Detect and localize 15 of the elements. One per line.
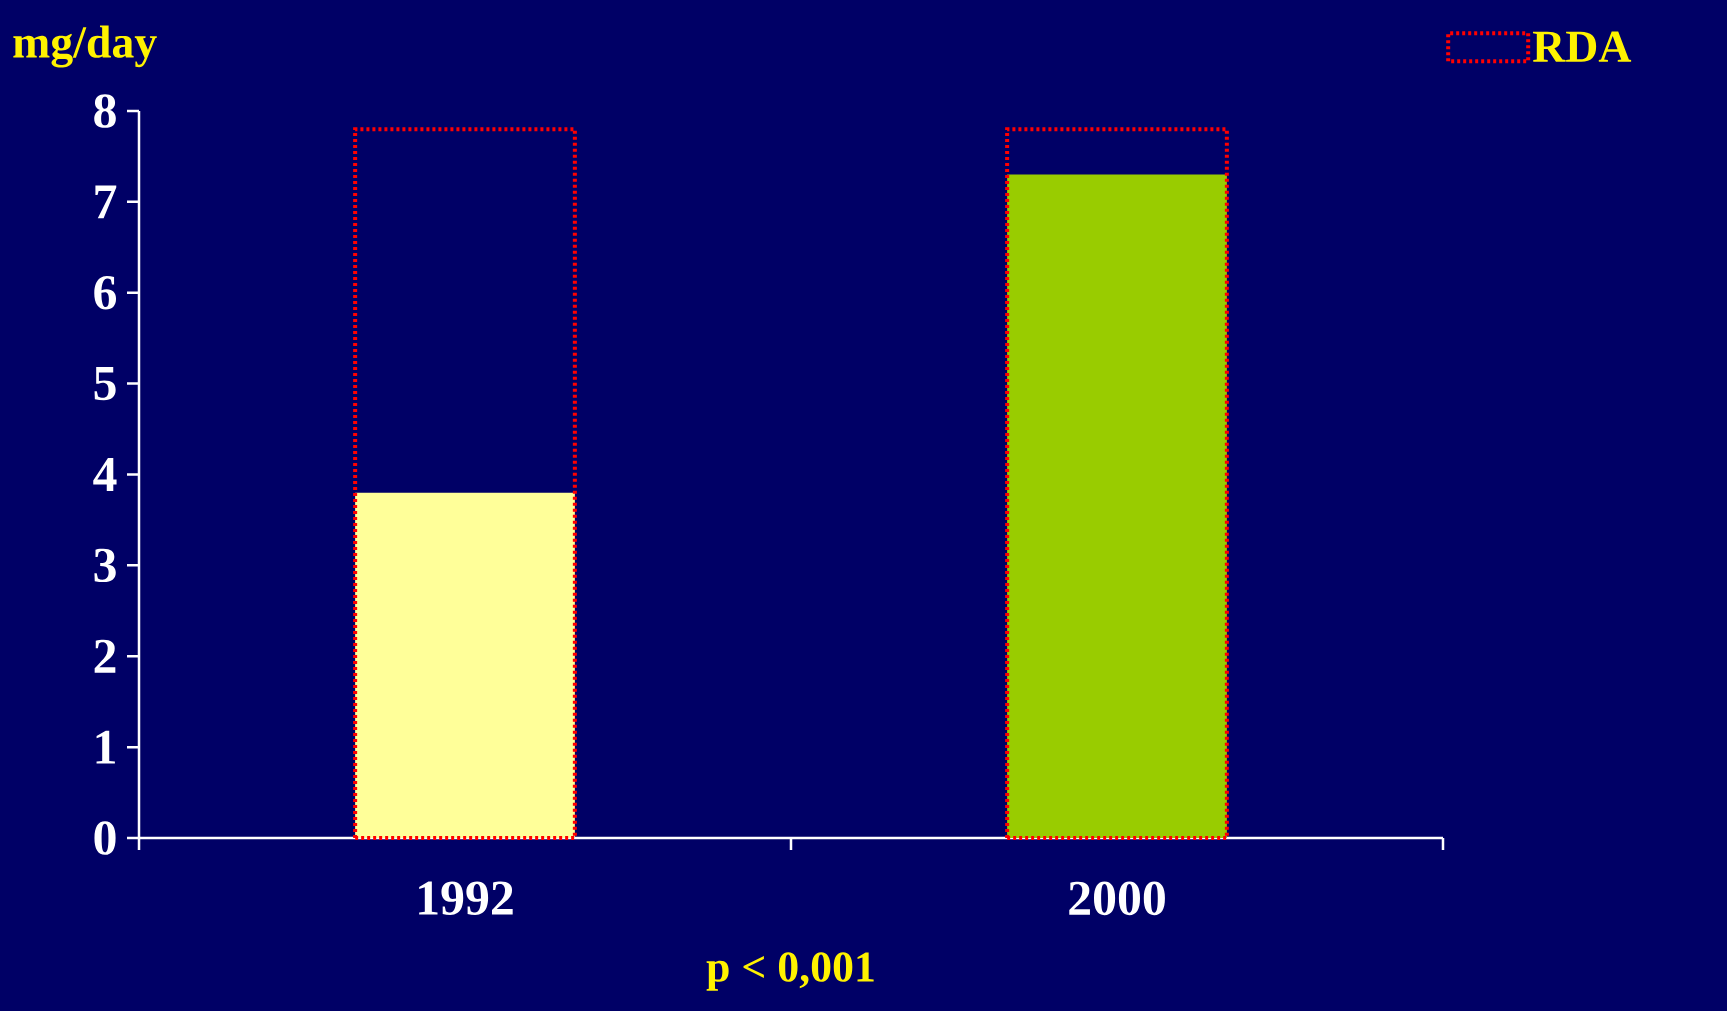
y-tick-label: 7 bbox=[95, 185, 117, 219]
y-tick-label: 5 bbox=[94, 367, 116, 401]
y-tick-label: 6 bbox=[94, 276, 117, 310]
legend-label: RDA bbox=[1532, 31, 1632, 62]
text: p < 0,001 bbox=[706, 952, 874, 991]
y-tick-label: 2 bbox=[94, 639, 116, 673]
y-axis-title: mg/day bbox=[13, 25, 157, 68]
y-tick-label: 0 bbox=[94, 821, 116, 855]
y-tick-label: 4 bbox=[93, 458, 117, 491]
bar bbox=[355, 492, 575, 838]
x-tick-label: 1992 bbox=[419, 881, 513, 915]
y-tick-label: 3 bbox=[94, 548, 116, 583]
x-tick-label: 2000 bbox=[1069, 881, 1165, 916]
y-tick-label: 8 bbox=[94, 94, 116, 128]
y-tick-label: 1 bbox=[96, 730, 115, 764]
